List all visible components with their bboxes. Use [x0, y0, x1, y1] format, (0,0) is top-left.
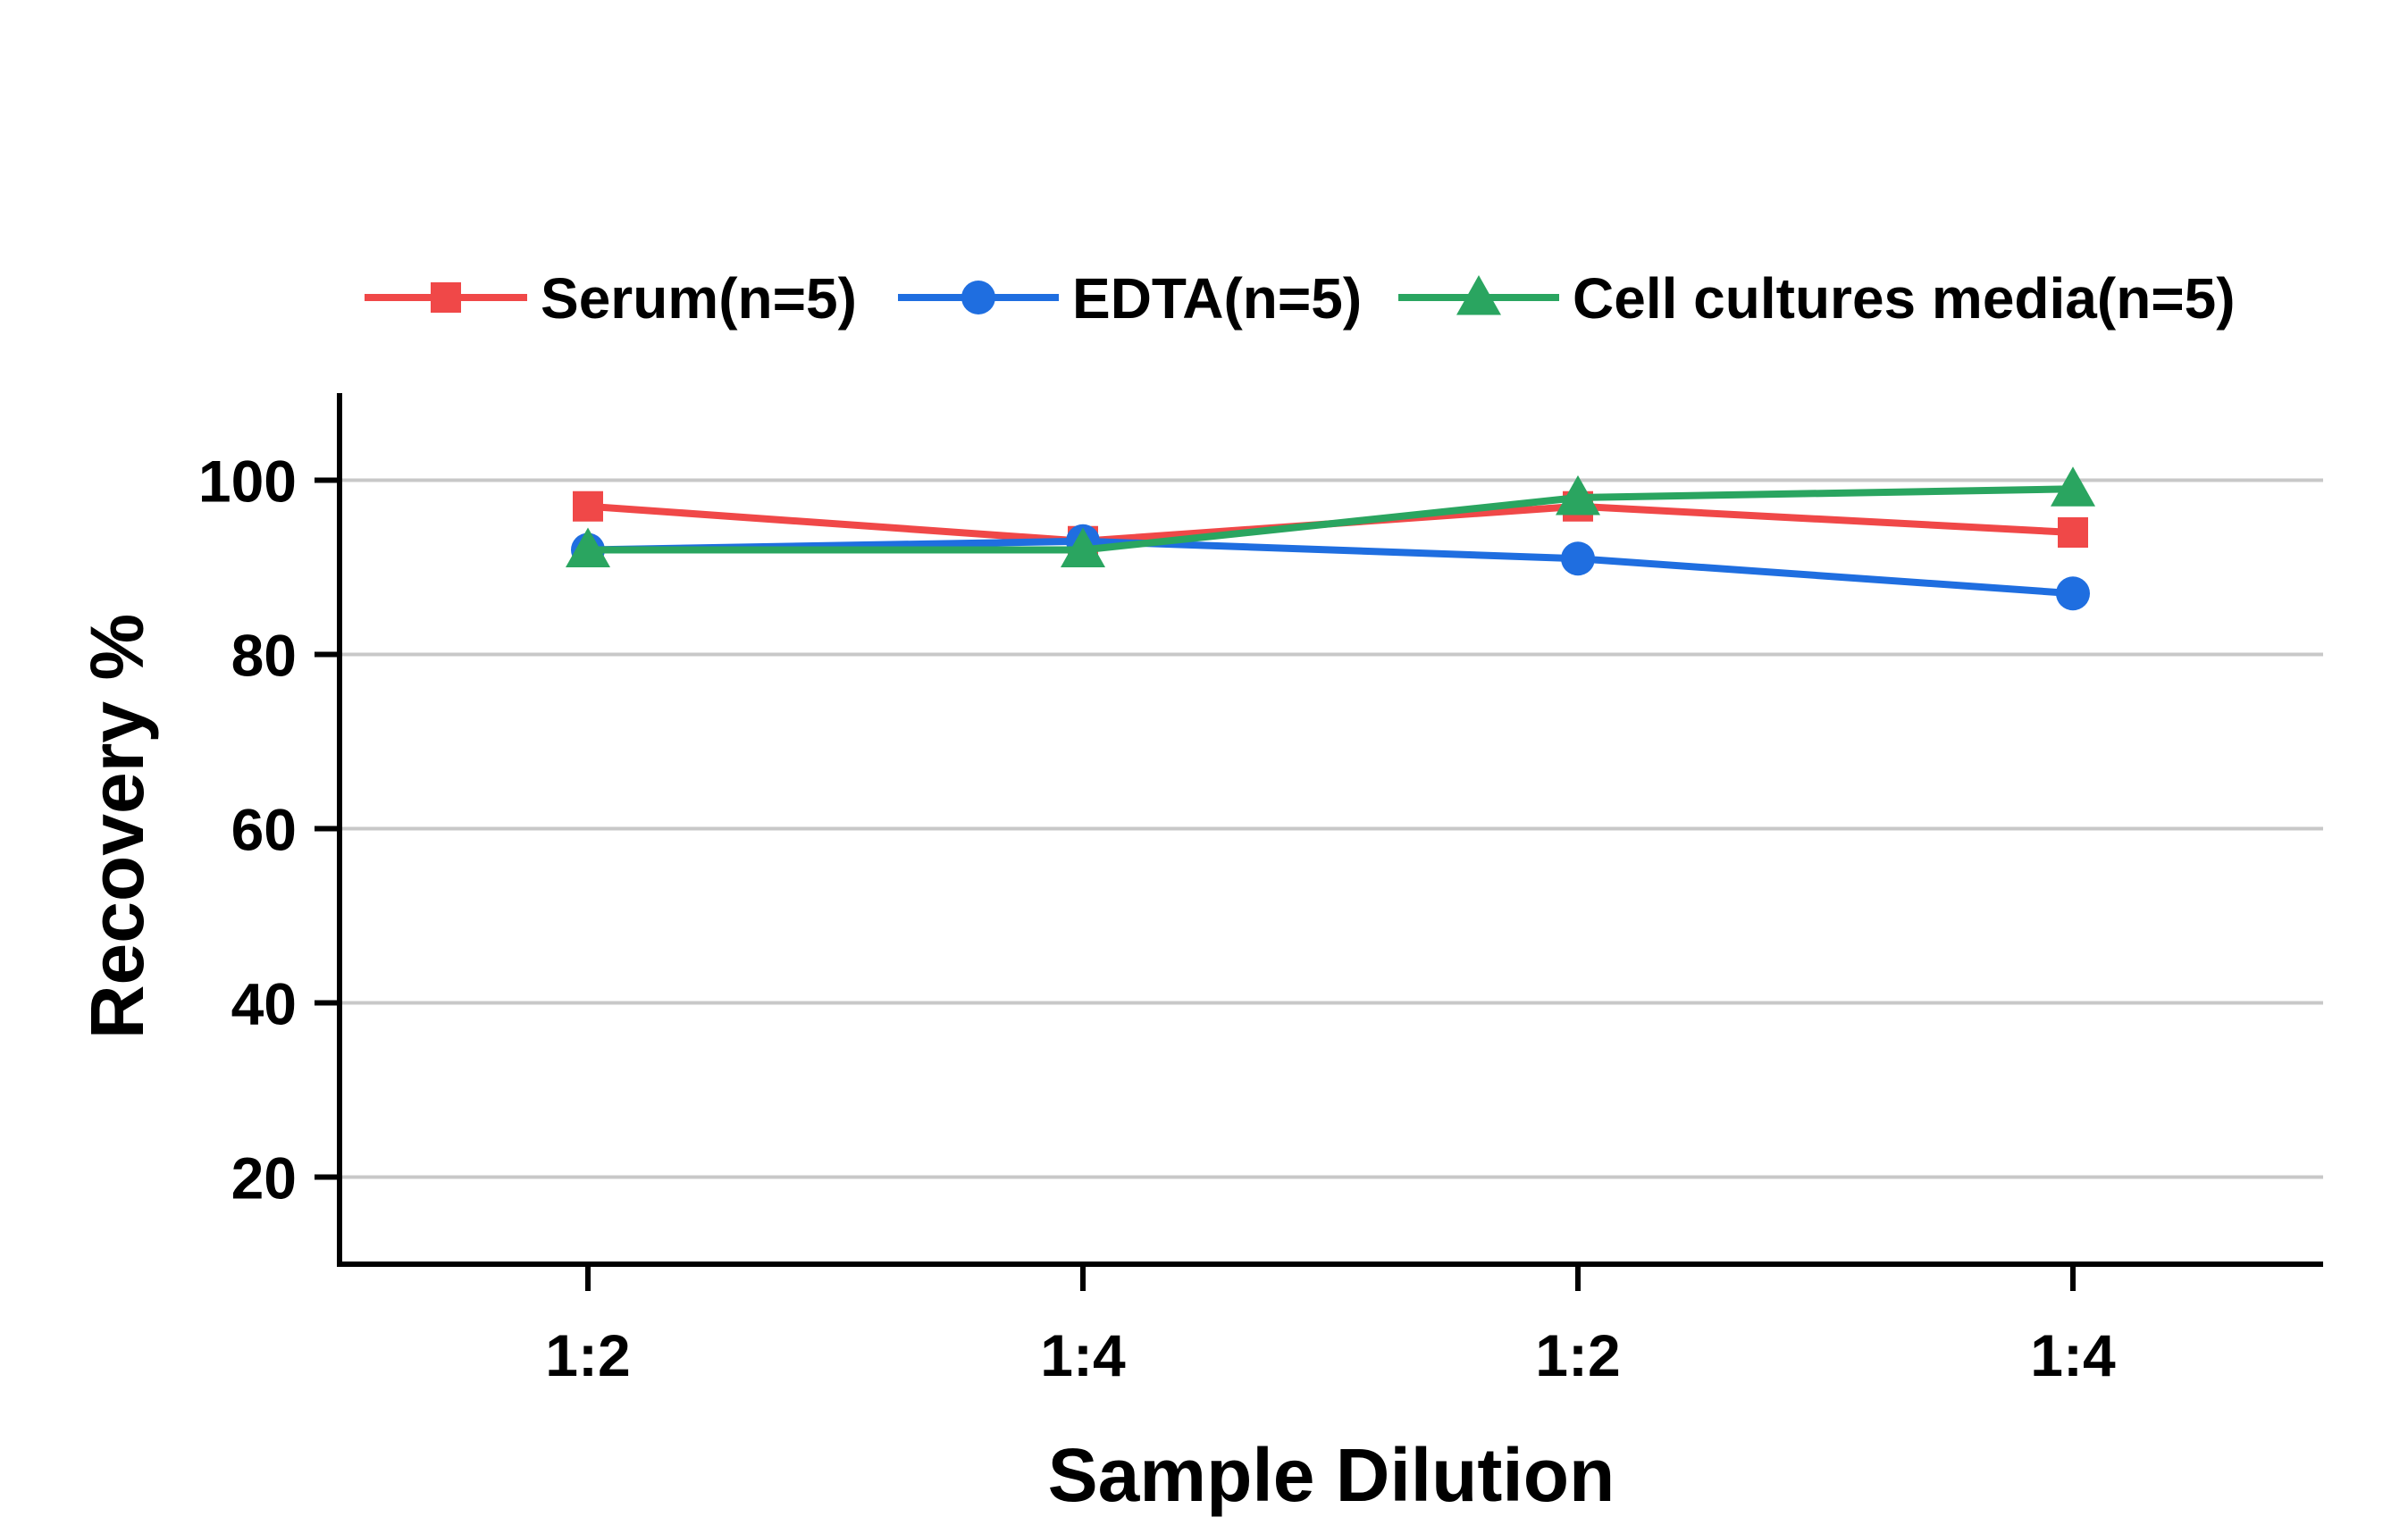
x-axis-ticks: 1:2 1:4 1:2 1:4 [545, 1264, 2116, 1388]
data-point [1556, 475, 1600, 516]
x-tick-label: 1:4 [2030, 1322, 2116, 1388]
series-circle [571, 524, 2090, 611]
legend: Serum(n=5) EDTA(n=5) Cell cultures media(n… [365, 266, 2236, 331]
legend-item: Cell cultures media(n=5) [1398, 266, 2236, 331]
series-line [588, 485, 2074, 554]
y-tick-label: 40 [231, 971, 297, 1037]
x-tick-label: 1:2 [1535, 1322, 1620, 1388]
data-point [2056, 576, 2090, 611]
x-tick-label: 1:4 [1040, 1322, 1126, 1388]
x-axis-title: Sample Dilution [1048, 1433, 1615, 1517]
y-axis-title: Recovery % [75, 614, 159, 1039]
legend-label: Cell cultures media(n=5) [1573, 266, 2236, 331]
data-point [2051, 466, 2095, 507]
legend-marker [431, 282, 461, 313]
legend-label: Serum(n=5) [541, 266, 857, 331]
legend-item: Serum(n=5) [365, 266, 857, 331]
legend-marker [961, 281, 995, 314]
data-point [1061, 527, 1105, 567]
data-point [2058, 517, 2088, 548]
series-line [587, 537, 2074, 598]
legend-item: EDTA(n=5) [898, 266, 1362, 331]
series-triangle [566, 466, 2095, 567]
x-tick-label: 1:2 [545, 1322, 630, 1388]
y-tick-label: 20 [231, 1145, 297, 1211]
y-tick-label: 60 [231, 797, 297, 863]
gridlines [340, 478, 2323, 1179]
data-point [1561, 541, 1595, 576]
y-tick-label: 80 [231, 623, 297, 689]
data-point [566, 527, 610, 567]
y-axis-ticks: 20 40 60 80 100 [198, 448, 340, 1211]
y-tick-label: 100 [198, 448, 297, 515]
data-point [573, 490, 603, 522]
legend-marker [1456, 275, 1501, 315]
series-lines [566, 466, 2095, 611]
legend-label: EDTA(n=5) [1072, 266, 1362, 331]
